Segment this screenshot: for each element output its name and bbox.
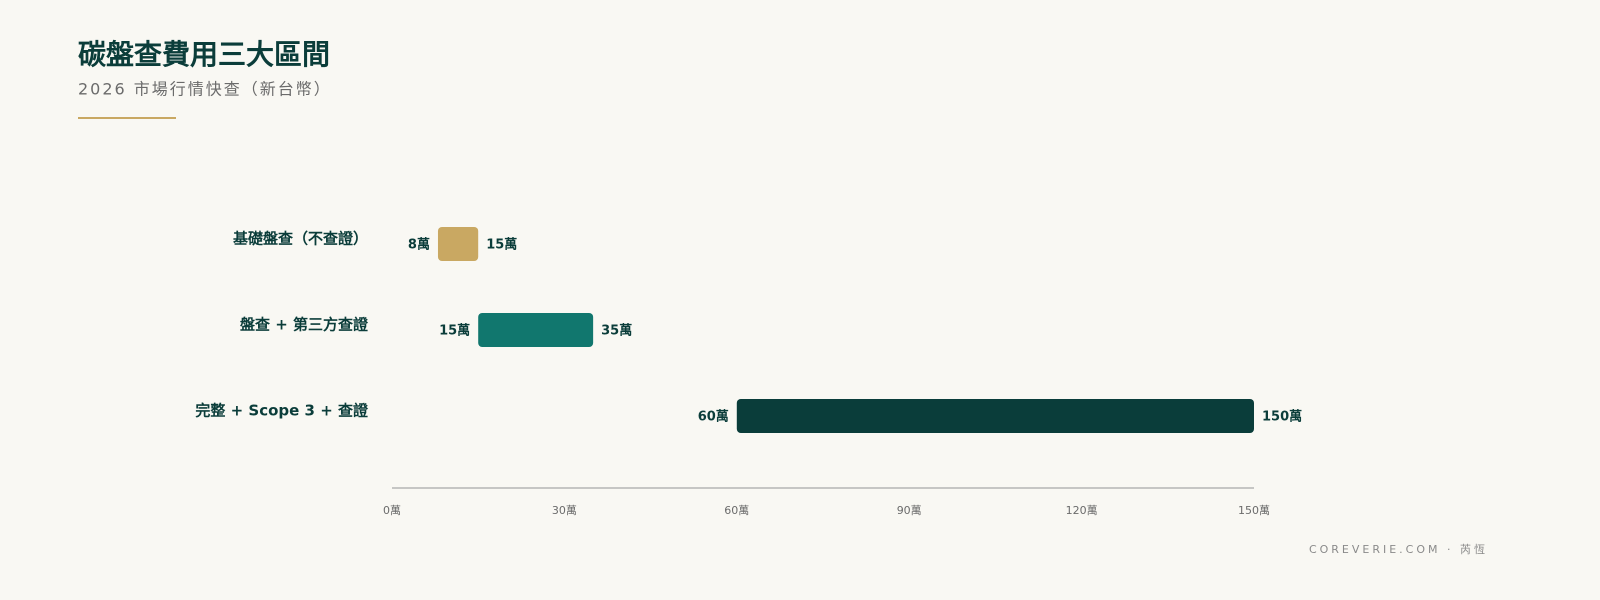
x-tick-label: 60萬: [724, 504, 749, 517]
chart-subtitle: 2026 市場行情快查（新台幣）: [78, 80, 332, 99]
footer: COREVERIE.COM · 芮恆: [1309, 542, 1488, 556]
category-label: 完整 + Scope 3 + 查證: [195, 402, 369, 420]
bar: [478, 313, 594, 347]
x-tick-label: 90萬: [897, 504, 922, 517]
chart-title: 碳盤查費用三大區間: [78, 38, 330, 71]
category-label: 盤查 + 第三方查證: [239, 316, 369, 334]
bar: [437, 227, 479, 261]
value-label-low: 8萬: [408, 237, 430, 253]
bar: [736, 399, 1254, 433]
category-label: 基礎盤查（不查證）: [232, 230, 368, 248]
x-tick-label: 0萬: [383, 504, 401, 517]
x-tick-label: 30萬: [552, 504, 577, 517]
value-label-low: 60萬: [698, 409, 729, 425]
x-tick-label: 120萬: [1066, 504, 1098, 517]
value-label-high: 35萬: [601, 323, 632, 339]
value-label-high: 15萬: [486, 237, 517, 253]
value-label-low: 15萬: [439, 323, 470, 339]
value-label-high: 150萬: [1262, 409, 1302, 425]
x-tick-label: 150萬: [1238, 504, 1270, 517]
